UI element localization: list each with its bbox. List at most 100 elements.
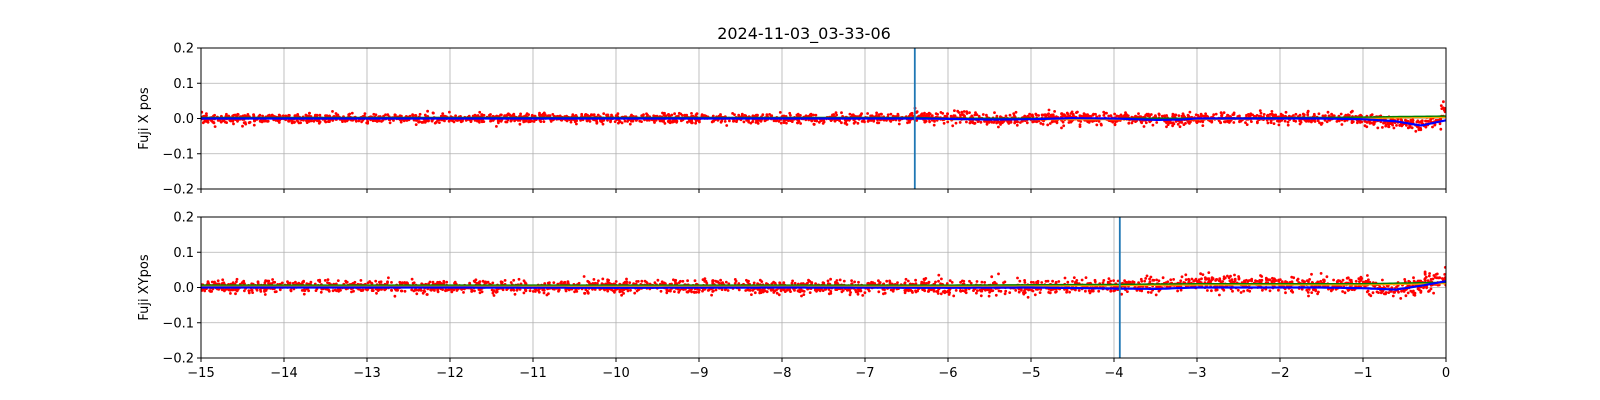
scatter-point [711, 119, 715, 123]
scatter-point [606, 118, 609, 122]
scatter-point [860, 112, 863, 115]
scatter-point [1116, 279, 1120, 283]
scatter-point [1155, 121, 1159, 124]
scatter-point [1201, 124, 1205, 127]
scatter-point [1184, 273, 1188, 277]
scatter-point [1039, 122, 1043, 125]
scatter-point [961, 289, 965, 292]
scatter-point [374, 113, 378, 117]
scatter-point [426, 109, 429, 113]
scatter-point [1322, 278, 1326, 282]
scatter-point [1169, 278, 1173, 282]
scatter-point [613, 120, 617, 123]
scatter-point [315, 114, 319, 118]
scatter-point [779, 289, 783, 293]
scatter-point [231, 288, 235, 292]
scatter-point [942, 121, 946, 125]
scatter-point [1055, 121, 1059, 125]
scatter-point [1048, 122, 1052, 125]
scatter-point [962, 110, 966, 113]
scatter-point [1306, 119, 1309, 123]
scatter-point [308, 111, 311, 115]
scatter-point [1187, 279, 1191, 282]
scatter-point [1340, 123, 1344, 126]
scatter-point [808, 280, 812, 283]
scatter-point [800, 294, 803, 298]
scatter-point [213, 125, 217, 128]
scatter-point [1326, 110, 1330, 114]
scatter-point [1331, 114, 1335, 117]
scatter-point [307, 289, 310, 293]
scatter-point [497, 119, 501, 122]
scatter-point [1343, 119, 1347, 123]
scatter-point [251, 291, 255, 294]
scatter-point [674, 278, 678, 282]
scatter-point [1233, 273, 1236, 277]
scatter-point [812, 123, 816, 126]
scatter-point [1061, 114, 1065, 118]
scatter-point [567, 288, 571, 292]
scatter-point [213, 113, 217, 117]
scatter-point [971, 121, 975, 125]
scatter-point [1256, 121, 1259, 125]
scatter-point [877, 113, 881, 116]
scatter-point [1012, 114, 1016, 118]
scatter-point [1423, 270, 1427, 274]
scatter-point [1410, 126, 1414, 130]
scatter-point [888, 279, 891, 283]
scatter-point [758, 289, 762, 293]
scatter-point [1354, 279, 1358, 283]
scatter-point [260, 120, 264, 124]
scatter-point [505, 120, 509, 124]
scatter-point [1084, 276, 1088, 279]
scatter-point [850, 279, 853, 282]
scatter-point [968, 121, 972, 125]
scatter-point [1350, 280, 1353, 284]
scatter-point [1391, 294, 1395, 298]
scatter-point [1412, 289, 1415, 293]
scatter-point [923, 289, 927, 293]
scatter-point [1068, 114, 1072, 118]
scatter-point [296, 119, 299, 123]
scatter-point [974, 111, 977, 114]
y-tick-label: 0.1 [173, 77, 194, 92]
scatter-point [1283, 119, 1287, 123]
scatter-point [866, 112, 869, 115]
mean-line [201, 116, 1446, 127]
scatter-point [968, 111, 971, 114]
scatter-point [1019, 121, 1022, 124]
scatter-point [927, 113, 931, 117]
scatter-point [1224, 120, 1227, 124]
scatter-point [703, 277, 707, 281]
scatter-point [1258, 109, 1262, 112]
scatter-point [928, 120, 931, 124]
scatter-point [1028, 112, 1031, 116]
scatter-point [1145, 274, 1149, 278]
scatter-point [903, 291, 907, 295]
scatter-point [1012, 112, 1016, 115]
scatter-point [1008, 291, 1012, 294]
scatter-point [1367, 293, 1371, 296]
scatter-point [384, 113, 387, 117]
scatter-point [756, 122, 760, 125]
scatter-point [1242, 289, 1246, 293]
scatter-point [1350, 121, 1354, 124]
scatter-point [856, 290, 860, 294]
scatter-point [777, 120, 781, 123]
scatter-point [445, 280, 449, 284]
scatter-point [1365, 125, 1369, 129]
scatter-point [247, 121, 251, 125]
scatter-point [796, 121, 800, 125]
scatter-point [665, 291, 669, 295]
scatter-point [1194, 277, 1198, 281]
scatter-point [875, 111, 878, 115]
scatter-point [1038, 291, 1042, 294]
scatter-point [999, 123, 1002, 126]
scatter-point [949, 114, 953, 118]
scatter-point [885, 119, 888, 122]
scatter-point [1376, 126, 1380, 130]
scatter-point [231, 119, 235, 123]
scatter-point [1248, 289, 1252, 293]
scatter-point [841, 289, 845, 292]
scatter-point [1427, 274, 1431, 278]
